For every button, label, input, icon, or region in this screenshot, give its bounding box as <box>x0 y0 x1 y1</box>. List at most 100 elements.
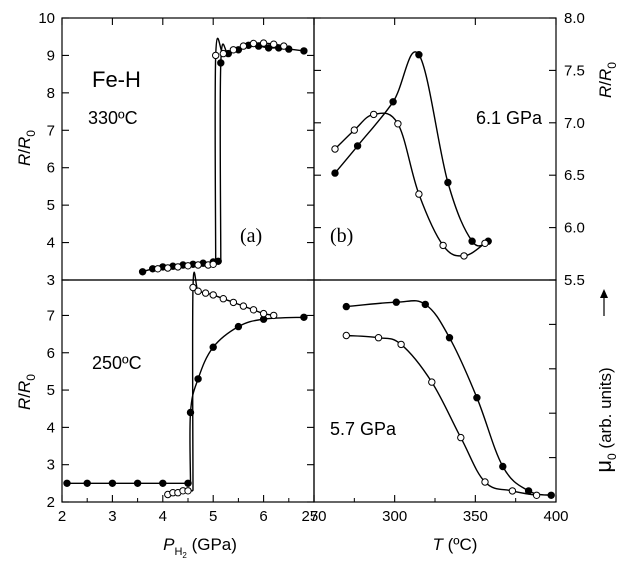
panel-d-filled-point <box>547 491 555 499</box>
panel-a-y-tick-label: 10 <box>38 10 55 27</box>
panel-b-open-point <box>350 126 358 134</box>
panel-a-open-point <box>219 49 228 58</box>
panel-c-y-tick-label: 6 <box>47 345 55 362</box>
panel-c-filled-point <box>133 479 142 487</box>
panel-a-open-point <box>239 42 248 50</box>
panel-c-open-point <box>259 309 268 318</box>
panel-a-y-tick-label: 6 <box>47 160 55 177</box>
panel-b-open-point <box>415 190 423 198</box>
panel-a-letter: (a) <box>240 225 262 247</box>
panel-d-open-point <box>397 340 405 349</box>
panel-b-y-tick-label: 6.0 <box>564 220 585 237</box>
x-axis-label-left: PH2 (GPa) <box>163 535 237 560</box>
panel-a-temperature-label: 330ºC <box>88 108 138 128</box>
panel-b-y-tick-label: 6.5 <box>564 167 585 184</box>
panel-c-y-tick-label: 3 <box>47 457 55 474</box>
panel-c-filled-point <box>63 479 71 487</box>
panel-a-open-point <box>209 260 217 268</box>
panel-c-open-point <box>184 487 192 495</box>
panel-d-x-tick-label: 350 <box>463 508 488 525</box>
panel-d-x-tick-label: 300 <box>382 508 407 525</box>
panel-a-open-point <box>249 39 258 48</box>
panel-d-x-tick-label: 250 <box>301 508 326 525</box>
panel-c-filled-point <box>300 313 308 321</box>
panel-d-pressure-label: 5.7 GPa <box>330 419 397 439</box>
panel-c-open-point <box>209 291 217 299</box>
panel-c-series-filled-line <box>189 316 304 484</box>
panel-c-open-point <box>194 287 202 295</box>
panel-b-y-axis-label: R/R0 <box>596 62 619 98</box>
panel-b-open-point <box>481 239 489 248</box>
panel-c-filled-point <box>83 479 91 487</box>
panel-a-open-point <box>270 40 278 48</box>
panel-b-open-point <box>394 120 402 128</box>
panel-a-series-open-line <box>214 37 284 265</box>
panel-d-filled-point <box>499 462 507 471</box>
panel-c-filled-point <box>108 479 117 487</box>
panel-c-y-tick-label: 7 <box>47 307 55 324</box>
panel-d-filled-point <box>342 302 350 311</box>
panel-a-open-point <box>184 262 192 270</box>
panel-c-open-point <box>219 295 228 303</box>
panel-c-x-tick-label: 4 <box>159 508 167 525</box>
panel-a-open-point <box>212 51 220 60</box>
panel-a-y-tick-label: 9 <box>47 47 55 64</box>
panel-b-y-tick-label: 5.5 <box>564 272 585 289</box>
panel-c-x-tick-label: 2 <box>58 508 66 525</box>
panel-c-y-tick-label: 4 <box>47 419 55 436</box>
panel-c-temperature-label: 250ºC <box>92 353 142 373</box>
panel-d-y-axis-arrow <box>600 289 608 316</box>
panel-a-open-point <box>229 46 238 54</box>
panel-a-y-tick-label: 8 <box>47 85 55 102</box>
panel-c-filled-point <box>184 479 192 487</box>
panel-a-filled-point <box>138 268 147 276</box>
panel-c-open-point <box>189 283 197 292</box>
panel-a-open-point <box>194 261 202 269</box>
panel-d-series-open-line <box>346 334 537 496</box>
panel-a-frame <box>61 17 315 281</box>
panel-b-filled-point <box>331 169 339 177</box>
panel-b-series-open-line <box>334 112 486 257</box>
panel-b-open-point <box>370 110 378 119</box>
panel-a-open-point <box>280 42 288 50</box>
plot-area <box>63 37 555 499</box>
panel-a-material-label: Fe-H <box>92 67 141 92</box>
panel-d-filled-point <box>421 300 429 309</box>
panel-c-y-tick-label: 5 <box>47 382 55 399</box>
panel-d-filled-point <box>473 394 481 402</box>
panel-b-filled-point <box>468 237 476 245</box>
panel-b-y-tick-label: 7.5 <box>564 62 585 79</box>
panel-c-open-point <box>239 302 248 310</box>
panel-c-filled-point <box>159 479 167 487</box>
panel-c-x-tick-label: 7 <box>310 508 318 525</box>
panel-b-filled-point <box>389 98 397 106</box>
panel-a-y-tick-label: 4 <box>47 235 55 252</box>
panel-a-open-point <box>174 263 182 271</box>
panel-d-open-point <box>374 334 383 342</box>
panel-a-y-tick-label: 5 <box>47 197 55 214</box>
panel-d-open-point <box>342 331 350 340</box>
panel-b-filled-point <box>444 178 452 187</box>
panel-d-open-point <box>428 378 436 386</box>
panel-b-open-point <box>460 252 468 260</box>
panel-d-y-axis-label: μ0 (arb. units) <box>591 367 619 472</box>
panel-b-open-point <box>439 241 447 250</box>
panel-a-filled-point <box>264 44 273 52</box>
panel-c-open-point <box>270 311 278 320</box>
panel-d-series-filled-line <box>346 300 552 496</box>
panel-b-pressure-label: 6.1 GPa <box>476 108 543 128</box>
panel-c-y-axis-label: R/R0 <box>15 374 38 410</box>
panel-c-filled-point <box>209 343 217 351</box>
panel-a-y-tick-label: 7 <box>47 122 55 139</box>
panel-c-open-point <box>229 298 238 307</box>
panel-a-filled-point <box>300 47 308 55</box>
panel-b-filled-point <box>353 142 362 150</box>
panel-c-filled-point <box>194 375 202 383</box>
panel-d-open-point <box>508 487 517 495</box>
panel-a-y-axis-label: R/R0 <box>15 130 38 166</box>
panel-b-open-point <box>331 145 339 153</box>
panel-a-open-point <box>164 264 172 272</box>
panel-c-open-point <box>249 306 258 314</box>
